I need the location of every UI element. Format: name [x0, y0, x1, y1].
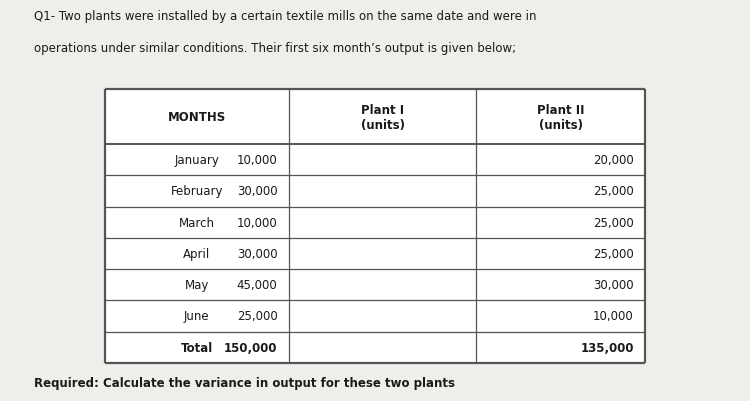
Text: 30,000: 30,000 — [237, 247, 278, 260]
Text: Plant II
(units): Plant II (units) — [537, 103, 584, 132]
Text: 150,000: 150,000 — [224, 341, 278, 354]
Text: operations under similar conditions. Their first six month’s output is given bel: operations under similar conditions. The… — [34, 42, 516, 55]
Text: June: June — [184, 310, 210, 323]
Text: 10,000: 10,000 — [593, 310, 634, 323]
Text: Required: Calculate the variance in output for these two plants: Required: Calculate the variance in outp… — [34, 376, 454, 389]
Text: 45,000: 45,000 — [237, 279, 278, 292]
Text: 10,000: 10,000 — [237, 154, 278, 167]
Text: 25,000: 25,000 — [237, 310, 278, 323]
Text: April: April — [183, 247, 211, 260]
Text: 25,000: 25,000 — [593, 216, 634, 229]
Text: Q1- Two plants were installed by a certain textile mills on the same date and we: Q1- Two plants were installed by a certa… — [34, 10, 536, 23]
Text: 20,000: 20,000 — [593, 154, 634, 167]
Text: 135,000: 135,000 — [580, 341, 634, 354]
Text: MONTHS: MONTHS — [168, 111, 226, 124]
Text: 10,000: 10,000 — [237, 216, 278, 229]
Text: 30,000: 30,000 — [237, 185, 278, 198]
Text: May: May — [184, 279, 209, 292]
Text: 25,000: 25,000 — [593, 185, 634, 198]
Text: March: March — [178, 216, 214, 229]
Text: January: January — [175, 154, 219, 167]
Text: 30,000: 30,000 — [593, 279, 634, 292]
Text: February: February — [170, 185, 224, 198]
Text: 25,000: 25,000 — [593, 247, 634, 260]
Text: Plant I
(units): Plant I (units) — [361, 103, 404, 132]
Text: Total: Total — [181, 341, 213, 354]
